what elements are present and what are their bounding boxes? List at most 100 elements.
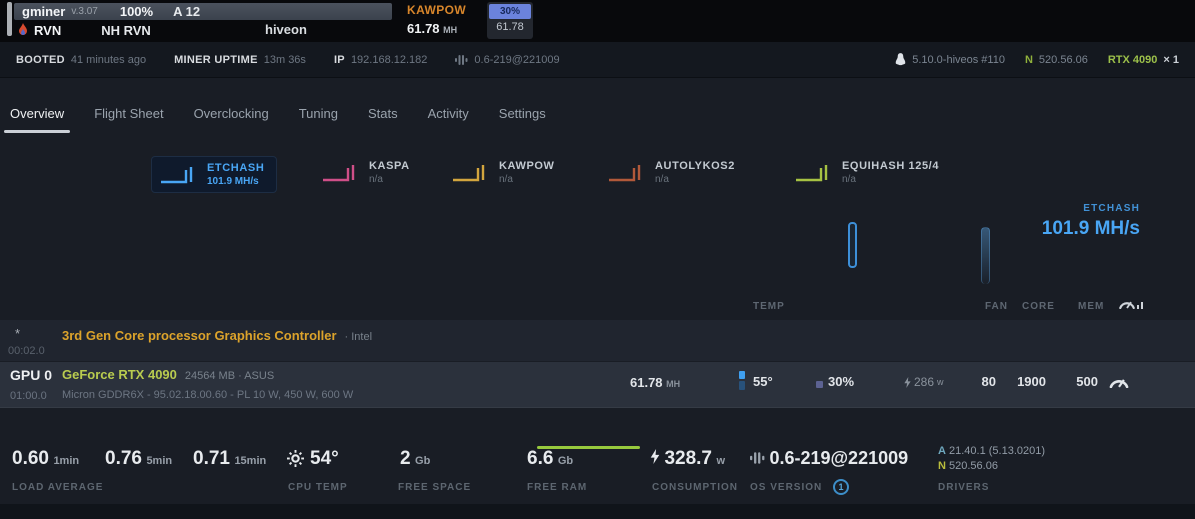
cpu-temp-value: 54° <box>310 448 339 469</box>
rig-info-bar: BOOTED 41 minutes ago MINER UPTIME 13m 3… <box>0 42 1195 78</box>
oc-core-value[interactable]: 1900 <box>1017 374 1046 389</box>
kernel-info: 5.10.0-hiveos #110 <box>895 53 1005 66</box>
accepted-shares: A 12 <box>173 4 201 19</box>
column-header-fan: FAN <box>985 301 1008 312</box>
cpu-icon <box>287 450 304 472</box>
miner-algo-column: KAWPOW 61.78 MH <box>407 3 485 36</box>
gpu-details: Micron GDDR6X - 95.02.18.00.60 - PL 10 W… <box>62 389 354 401</box>
load-average-label: LOAD AVERAGE <box>12 482 104 493</box>
oc-fan-value[interactable]: 80 <box>981 374 996 389</box>
gauge-icon[interactable] <box>1108 374 1130 393</box>
gpu-hashrate: 61.78 MH <box>630 375 681 390</box>
tab-bar: Overview Flight Sheet Overclocking Tunin… <box>3 98 548 133</box>
ip-info: IP 192.168.12.182 <box>334 54 427 66</box>
drivers-info: A 21.40.1 (5.13.0201) N 520.56.06 <box>938 444 1045 474</box>
gpu-power-draw: 286 w <box>904 375 944 389</box>
chart-hashrate-value: 101.9 MH/s <box>1041 218 1140 239</box>
step-chart-icon <box>453 164 485 181</box>
algo-label: KAWPOW <box>499 160 555 172</box>
column-header-temp: TEMP <box>753 301 785 312</box>
uptime-value: 13m 36s <box>263 53 306 66</box>
algo-toggle-kawpow[interactable]: KAWPOW n/a <box>452 160 555 185</box>
step-chart-icon <box>323 164 355 181</box>
left-edge-strip <box>7 2 12 36</box>
miner-algo-name: KAWPOW <box>407 3 467 17</box>
gpu-memory-vendor: 24564 MB · ASUS <box>184 370 275 382</box>
column-header-mem: MEM <box>1078 301 1105 312</box>
chart-algo-label: ETCHASH <box>1083 203 1140 214</box>
hive-agent-icon <box>455 54 468 65</box>
os-update-badge[interactable]: 1 <box>833 479 849 495</box>
load-average-15min: 0.71 15min <box>193 448 267 469</box>
kernel-version: 5.10.0-hiveos #110 <box>912 53 1005 66</box>
algo-label: KASPA <box>369 160 410 172</box>
igpu-vendor: · Intel <box>344 331 373 343</box>
gpu-model-name: RTX 4090 <box>1107 53 1158 66</box>
miner-hashrate: 61.78 MH <box>407 21 458 36</box>
load-average-5min: 0.76 5min <box>105 448 173 469</box>
algo-value: n/a <box>655 174 669 185</box>
algo-toggle-etchash[interactable]: ETCHASH 101.9 MH/s <box>151 156 278 193</box>
bottom-strip <box>0 504 1195 519</box>
uptime-label: MINER UPTIME <box>174 53 258 66</box>
algo-toggle-autolykos2[interactable]: AUTOLYKOS2 n/a <box>608 160 735 185</box>
hashrate-chart-bar <box>981 227 990 284</box>
igpu-name: 3rd Gen Core processor Graphics Controll… <box>62 328 373 343</box>
drivers-label: DRIVERS <box>938 482 990 493</box>
column-header-core: CORE <box>1022 301 1055 312</box>
miner-progress-bar: gminer v.3.07 100% A 12 <box>14 3 392 20</box>
tab-stats[interactable]: Stats <box>367 106 398 121</box>
tab-overview[interactable]: Overview <box>3 98 71 133</box>
ip-value: 192.168.12.182 <box>350 53 428 66</box>
flight-sheet-name: NH RVN <box>101 22 151 38</box>
free-ram-bar <box>537 446 640 449</box>
miner-coin-row: RVN NH RVN hiveon <box>18 21 307 39</box>
tab-flight-sheet[interactable]: Flight Sheet <box>94 106 164 121</box>
os-version-value: 0.6-219@221009 <box>750 448 908 469</box>
amd-driver-line: A 21.40.1 (5.13.0201) <box>938 445 1046 457</box>
nvidia-driver-label: N <box>1024 53 1033 66</box>
free-space-value: 2 Gb <box>400 448 431 469</box>
gpu-bus-id: 01:00.0 <box>10 390 47 402</box>
gpu-count: × 1 <box>1163 53 1179 66</box>
gpu-temp: 55° <box>753 374 773 389</box>
table-row-gpu0[interactable]: GPU 0 01:00.0 GeForce RTX 4090 24564 MB ·… <box>0 362 1195 408</box>
tab-settings[interactable]: Settings <box>498 106 546 121</box>
cpu-temp-label: CPU TEMP <box>288 482 348 493</box>
ip-label: IP <box>333 53 345 66</box>
free-ram-label: FREE RAM <box>527 482 588 493</box>
gpu-mini-widget[interactable]: 30% 61.78 <box>487 2 533 39</box>
gpu-summary-info: RTX 4090 × 1 <box>1108 54 1179 66</box>
miner-status-bar[interactable]: gminer v.3.07 100% A 12 RVN NH RVN hiveo… <box>0 0 1195 42</box>
os-version-label: OS VERSION <box>750 482 823 493</box>
algo-toggle-equihash[interactable]: EQUIHASH 125/4 n/a <box>795 160 939 185</box>
tab-activity[interactable]: Activity <box>427 106 469 121</box>
tab-tuning[interactable]: Tuning <box>298 106 338 121</box>
gauge-column-icon <box>1118 297 1143 309</box>
bolt-icon <box>650 449 660 464</box>
step-chart-icon <box>796 164 828 181</box>
gpu-name[interactable]: GeForce RTX 4090 24564 MB · ASUS <box>62 367 275 382</box>
gpu-mini-hashrate: 61.78 <box>496 21 524 33</box>
algo-value: 101.9 MH/s <box>207 176 259 187</box>
consumption-label: CONSUMPTION <box>652 482 738 493</box>
booted-label: BOOTED <box>16 53 65 66</box>
free-ram-value: 6.6 Gb <box>527 448 574 469</box>
table-row-igpu[interactable]: * 00:02.0 3rd Gen Core processor Graphic… <box>0 320 1195 361</box>
booted-info: BOOTED 41 minutes ago <box>16 54 146 66</box>
free-space-label: FREE SPACE <box>398 482 472 493</box>
step-chart-icon <box>609 164 641 181</box>
hashrate-chart-bar <box>848 222 857 268</box>
algo-toggle-kaspa[interactable]: KASPA n/a <box>322 160 410 185</box>
flame-icon <box>19 23 27 35</box>
bolt-icon <box>904 376 911 388</box>
fan-icon <box>816 381 823 388</box>
miner-uptime-info: MINER UPTIME 13m 36s <box>174 54 306 66</box>
tab-overclocking[interactable]: Overclocking <box>193 106 269 121</box>
thermometer-icon <box>739 371 745 390</box>
oc-mem-value[interactable]: 500 <box>1076 374 1098 389</box>
system-info-group: 5.10.0-hiveos #110 N 520.56.06 RTX 4090 … <box>895 53 1179 66</box>
gpu-fan-speed: 30% <box>828 374 855 389</box>
linux-icon <box>895 53 906 66</box>
